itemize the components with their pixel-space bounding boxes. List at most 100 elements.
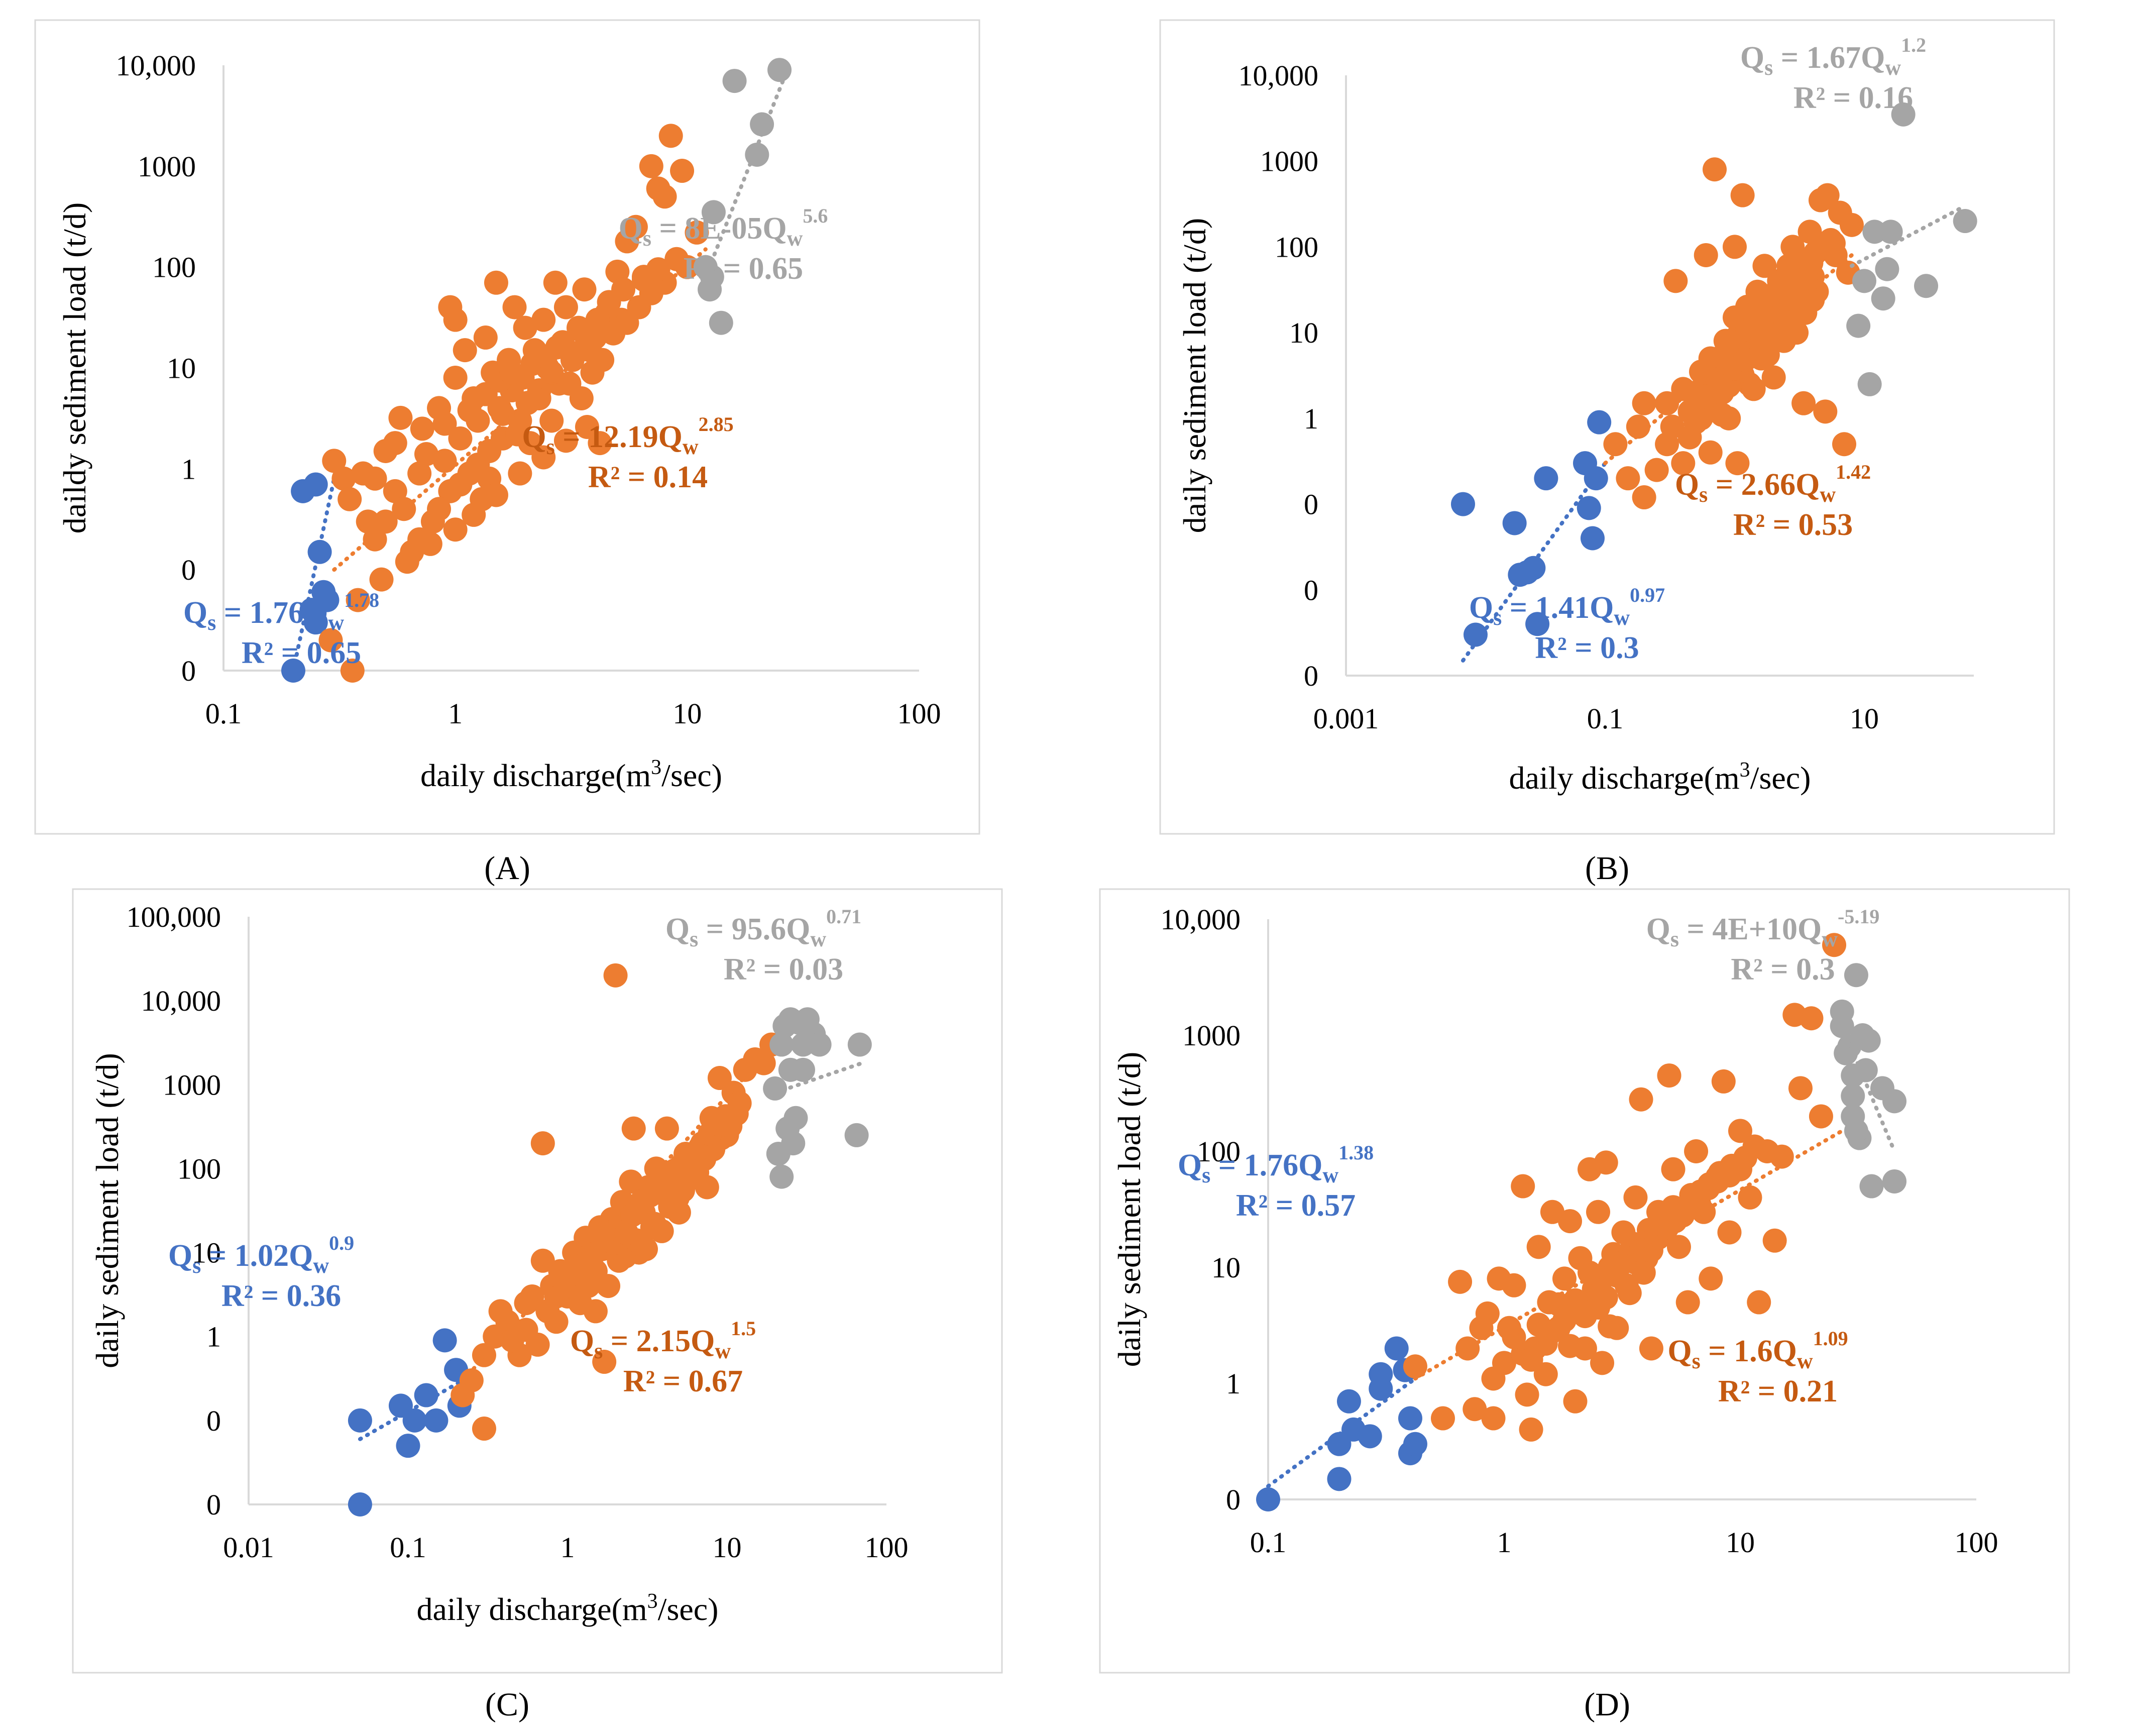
trendline-low [291,476,336,673]
trendline-high [1849,203,1967,268]
y-tick-label: 10,000 [116,49,196,82]
data-point [322,449,347,473]
x-tick-label: 1 [560,1531,575,1564]
y-tick-label: 10,000 [141,985,221,1017]
trendline-low [358,1378,465,1441]
r-squared-label: R² = 0.03 [724,952,843,987]
data-point [1661,1157,1685,1181]
data-point [700,265,724,289]
data-point [1852,269,1876,293]
data-point [448,472,473,497]
data-point [1594,1150,1618,1175]
data-point [1698,440,1723,465]
data-point [424,1408,448,1433]
r-squared-label: R² = 0.21 [1718,1374,1838,1408]
data-point [545,335,570,360]
regression-equation: Qs = 1.76Qw1.38 [1178,1141,1374,1187]
data-point [484,483,508,507]
series-mid [318,124,709,683]
r-squared-label: R² = 0.65 [242,636,361,670]
data-point [1369,1362,1393,1386]
y-tick-label: 1000 [138,150,196,183]
x-tick-label: 0.1 [1250,1526,1287,1559]
data-point [1358,1424,1382,1449]
r-squared-label: R² = 0.3 [1731,952,1835,987]
data-point [1587,410,1612,435]
data-point [1616,466,1640,491]
data-point [553,295,578,319]
data-point [1694,243,1718,267]
panel-c-frame [72,888,1003,1674]
data-point [1398,1406,1422,1431]
y-tick-label: 1000 [1260,145,1318,178]
x-tick-label: 100 [865,1531,909,1564]
data-point [432,449,457,473]
regression-equation: Qs = 12.19Qw2.85 [522,413,733,459]
x-tick-label: 1 [448,697,463,730]
data-point [767,58,792,82]
data-point [1725,451,1750,476]
r-squared-label: R² = 0.3 [1535,631,1639,665]
data-point [1502,1325,1526,1350]
y-tick-label: 10 [192,1237,221,1269]
data-point [1632,485,1656,510]
x-tick-label: 100 [897,697,941,730]
data-point [303,472,328,497]
data-point [514,1291,538,1316]
data-point [1815,183,1840,207]
data-point [1882,1169,1907,1194]
data-point [1327,1467,1352,1491]
data-point [1598,1314,1622,1339]
data-point [1871,286,1895,311]
data-point [564,341,588,366]
regression-equation: Qs = 95.6Qw0.71 [665,905,861,951]
data-point [348,1492,372,1516]
data-point [807,1032,832,1057]
trendline-high [1840,1024,1897,1153]
data-point [490,402,515,426]
data-point [701,200,726,225]
data-point [1336,1389,1361,1414]
data-point [844,1123,869,1147]
data-point [1526,1235,1551,1259]
data-point [1525,612,1550,636]
data-point [1663,269,1688,293]
data-point [1784,320,1809,345]
x-tick-label: 0.1 [390,1531,426,1564]
series-mid [451,963,784,1441]
panel-a-frame [34,19,980,835]
x-tick-label: 10 [1726,1526,1755,1559]
data-point [1448,1269,1473,1294]
data-point [530,1248,555,1273]
y-tick-label: 100 [152,251,196,284]
x-tick-label: 0.01 [223,1531,274,1564]
data-point [576,1274,601,1298]
y-tick-label: 0 [181,655,196,687]
data-point [557,371,582,396]
data-point [1671,377,1696,401]
data-point [1515,1382,1539,1407]
data-point [407,461,432,486]
data-point [544,1310,569,1334]
x-tick-label: 10 [672,697,702,730]
data-point [1788,1076,1813,1101]
data-point [338,487,362,511]
data-point [1755,343,1780,367]
x-tick-label: 10 [1850,702,1879,735]
data-point [592,1350,617,1374]
r-squared-label: R² = 0.36 [221,1279,341,1313]
y-axis-label: daily sediment load (t/d) [89,1053,125,1368]
data-point [427,497,452,521]
data-point [791,1057,815,1082]
r-squared-label: R² = 0.57 [1236,1188,1356,1223]
data-point [525,1332,550,1357]
y-tick-label: 0 [206,1488,221,1521]
data-point [1875,257,1899,281]
data-point [664,247,689,271]
r-squared-label: R² = 0.53 [1733,508,1853,542]
data-point [1791,391,1816,415]
data-point [383,431,407,456]
data-point [1430,1406,1455,1431]
